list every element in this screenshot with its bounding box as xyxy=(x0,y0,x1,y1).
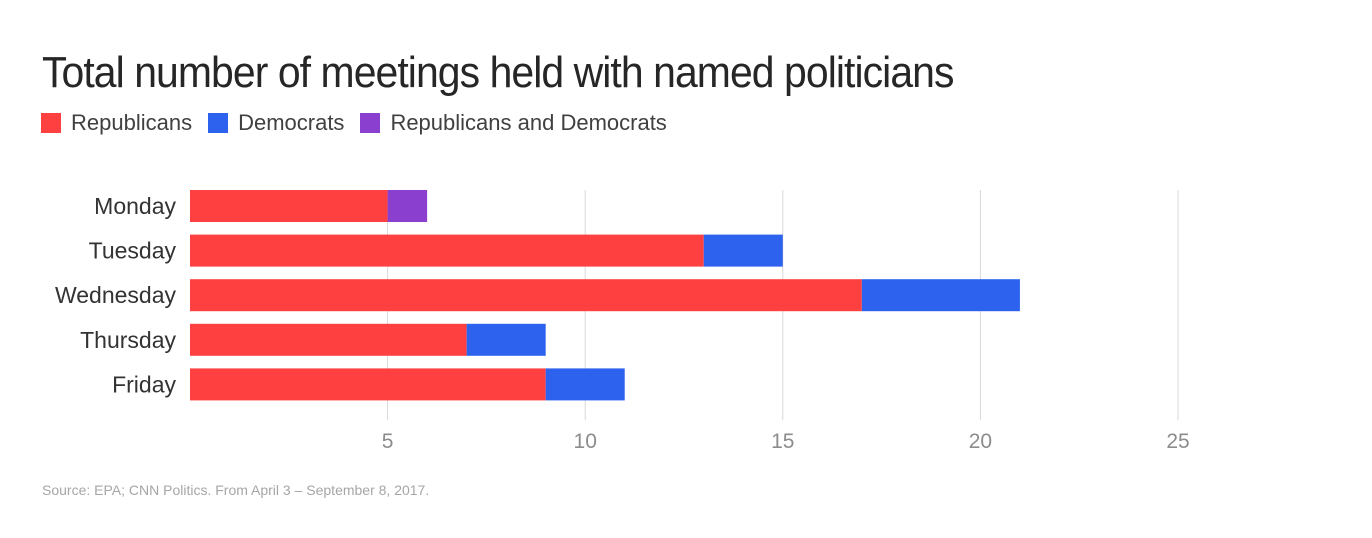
bar-monday-series-0 xyxy=(190,190,388,222)
legend-item-both: Republicans and Democrats xyxy=(360,110,667,136)
x-tick-label: 25 xyxy=(1166,430,1189,453)
x-tick-label: 10 xyxy=(574,430,597,453)
bar-tuesday-series-1 xyxy=(703,234,783,267)
bar-thursday-series-1 xyxy=(466,323,546,356)
legend-label-republicans: Republicans xyxy=(71,110,193,135)
category-label: Friday xyxy=(112,371,176,397)
legend-item-republicans: Republicans xyxy=(41,110,192,136)
legend-item-democrats: Democrats xyxy=(208,110,344,136)
bar-tuesday-series-0 xyxy=(190,234,704,267)
category-label: Wednesday xyxy=(55,282,177,308)
chart-title: Total number of meetings held with named… xyxy=(42,48,954,97)
x-tick-label: 5 xyxy=(382,430,394,453)
bar-wednesday-series-0 xyxy=(190,279,862,312)
legend-swatch-democrats xyxy=(208,113,229,133)
legend-swatch-republicans xyxy=(41,113,61,133)
bar-wednesday-series-1 xyxy=(861,279,1020,312)
category-label: Tuesday xyxy=(89,238,177,264)
source-note: Source: EPA; CNN Politics. From April 3 … xyxy=(42,482,430,498)
bar-chart: 5 10 15 20 25 Monday Tuesday Wednesday Thursday F… xyxy=(55,190,1190,453)
category-label: Thursday xyxy=(80,327,176,353)
legend-swatch-both xyxy=(360,113,381,133)
chart-card: Total number of meetings held with named… xyxy=(14,10,1358,526)
legend-label-democrats: Democrats xyxy=(238,110,345,135)
chart-legend: Republicans Democrats Republicans and De… xyxy=(41,110,683,136)
bar-monday-series-2 xyxy=(387,190,428,222)
bar-friday-series-1 xyxy=(545,368,625,401)
x-tick-label: 15 xyxy=(771,430,794,453)
category-label: Monday xyxy=(94,193,176,219)
bar-friday-series-0 xyxy=(190,368,546,401)
legend-label-both: Republicans and Democrats xyxy=(390,110,667,135)
x-tick-label: 20 xyxy=(969,430,992,453)
bar-thursday-series-0 xyxy=(190,323,467,356)
